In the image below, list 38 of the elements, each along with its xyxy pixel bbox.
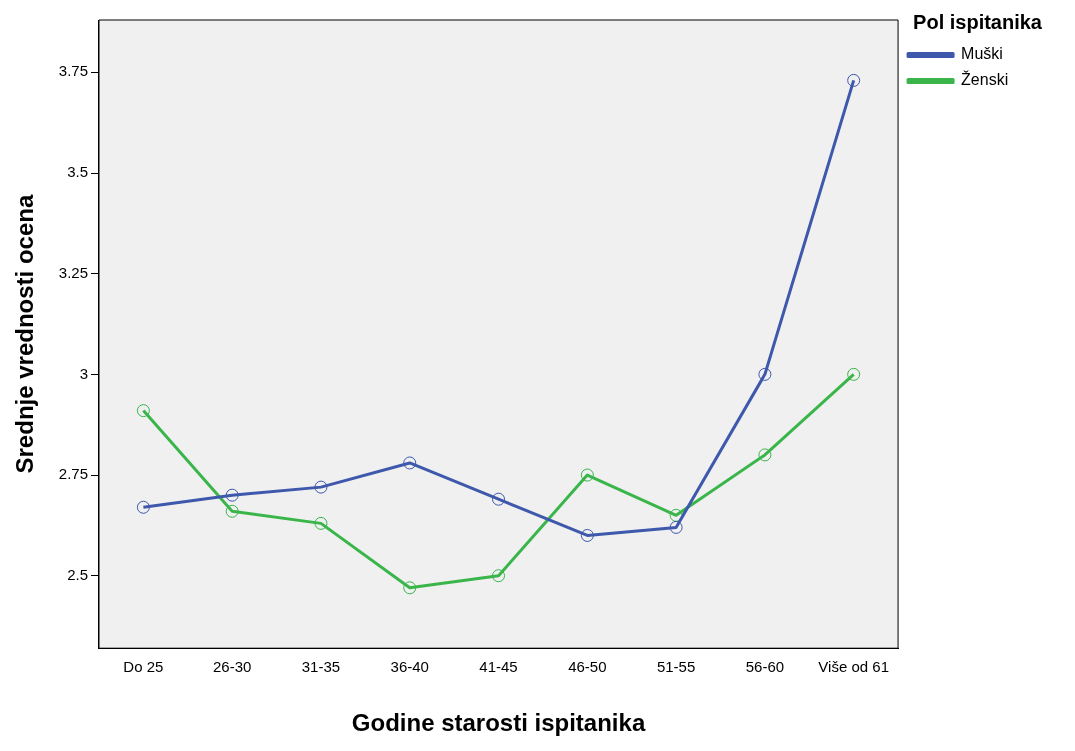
x-tick-label: 31-35	[301, 658, 341, 676]
point	[847, 73, 861, 87]
legend-label: Ženski	[961, 70, 1009, 89]
y-tick-label: 3	[79, 364, 88, 382]
point	[225, 504, 239, 518]
y-tick-label: 2.5	[67, 565, 88, 583]
point	[492, 492, 506, 506]
point	[225, 488, 239, 502]
legend-title: Pol ispitanika	[913, 10, 1043, 33]
point	[758, 448, 772, 462]
x-tick-label: 41-45	[479, 658, 518, 676]
point	[847, 367, 861, 381]
point	[669, 520, 683, 534]
point	[136, 404, 150, 418]
x-tick-label: 46-50	[568, 658, 607, 676]
point	[758, 367, 772, 381]
point	[492, 569, 506, 583]
y-tick-label: 3.25	[58, 263, 88, 281]
point	[580, 528, 594, 542]
x-tick-label: Više od 61	[818, 658, 889, 676]
point	[136, 500, 150, 514]
point	[403, 456, 417, 470]
legend-label: Muški	[961, 45, 1003, 63]
x-tick-label: Do 25	[123, 658, 164, 676]
point	[314, 480, 328, 494]
y-tick-label: 3.5	[67, 163, 88, 181]
point	[403, 581, 417, 595]
y-axis-title: Srednje vrednosti ocena	[11, 194, 39, 474]
y-tick-label: 3.75	[58, 62, 88, 80]
y-tick-label: 2.75	[58, 465, 88, 483]
x-axis-title: Godine starosti ispitanika	[351, 709, 646, 737]
point	[669, 508, 683, 522]
x-tick-label: 36-40	[390, 658, 429, 676]
point	[314, 516, 328, 530]
x-tick-label: 26-30	[212, 658, 252, 676]
x-tick-label: 51-55	[656, 658, 696, 676]
point	[580, 468, 594, 482]
x-tick-label: 56-60	[745, 658, 785, 676]
